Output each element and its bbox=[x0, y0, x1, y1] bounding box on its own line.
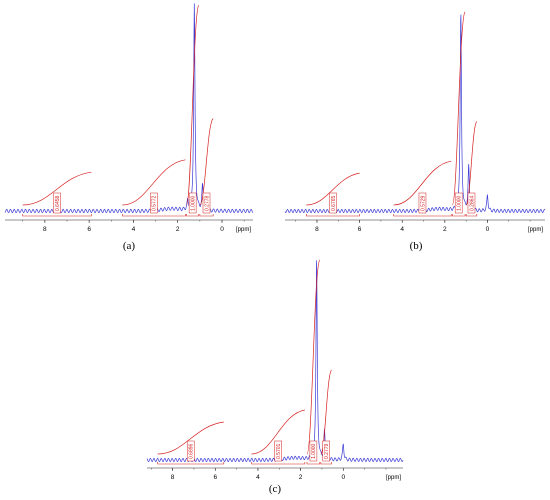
x-tick-label: 0 bbox=[486, 226, 490, 233]
spectrum-line bbox=[146, 260, 404, 463]
integral-value-label: 0.6765 bbox=[329, 192, 337, 214]
x-tick-label: 2 bbox=[443, 226, 447, 233]
integral-value-label: 1.0000 bbox=[188, 192, 197, 214]
integral-value-label: 0.2864 bbox=[467, 192, 476, 214]
integral-value: 0.2778 bbox=[204, 195, 210, 211]
integral-value: 0.6458 bbox=[55, 195, 61, 211]
integral-curve bbox=[451, 11, 466, 206]
x-tick-label: 6 bbox=[358, 226, 362, 233]
integral-curve bbox=[186, 5, 200, 206]
spectrum-line bbox=[284, 14, 546, 214]
integral-value-label: 0.6896 bbox=[186, 440, 195, 462]
integral-value: 1.0000 bbox=[190, 195, 196, 211]
integral-label-box bbox=[454, 192, 463, 214]
nmr-panel-b: 8 6 4 2 0 [ppm] 0.6765 0.5729 1.0000 0.2864 (b) bbox=[284, 11, 546, 252]
integral-curve bbox=[22, 171, 92, 206]
integral-value: 0.6765 bbox=[331, 195, 337, 211]
integral-curve bbox=[306, 259, 321, 455]
x-tick-label: 8 bbox=[43, 226, 47, 233]
x-tick-label: 0 bbox=[220, 226, 224, 233]
x-tick-label: 2 bbox=[176, 226, 180, 233]
integral-label-box bbox=[329, 192, 337, 214]
integral-label-box bbox=[467, 192, 476, 214]
x-tick-label: 8 bbox=[171, 474, 175, 481]
integral-bracket bbox=[320, 462, 332, 465]
integral-value: 0.5729 bbox=[420, 195, 426, 211]
x-unit-label: [ppm] bbox=[528, 227, 543, 233]
integral-bracket bbox=[186, 214, 200, 217]
integral-bracket bbox=[306, 214, 360, 217]
panel-label: (a) bbox=[123, 240, 136, 252]
integral-value-label: 1.0000 bbox=[309, 440, 318, 462]
integral-value: 0.6896 bbox=[189, 443, 195, 459]
x-tick-label: 6 bbox=[87, 226, 91, 233]
integral-label-box bbox=[188, 192, 197, 214]
integral-value: 0.5772 bbox=[152, 195, 158, 211]
x-unit-label: [ppm] bbox=[236, 227, 251, 233]
nmr-panel-a: 8 6 4 2 0 [ppm] 0.6458 0.5772 1.0000 0.2778 (a) bbox=[4, 3, 254, 252]
integral-label-box bbox=[202, 192, 211, 214]
x-tick-label: 0 bbox=[341, 474, 345, 481]
integral-value: 0.2864 bbox=[469, 195, 475, 211]
integral-value-label: 0.5701 bbox=[274, 440, 282, 462]
integral-label-box bbox=[322, 440, 330, 462]
integral-bracket bbox=[251, 462, 306, 465]
integral-label-box bbox=[53, 192, 61, 214]
integral-bracket bbox=[199, 214, 214, 217]
nmr-panel-c: 8 6 4 2 0 [ppm] 0.6896 0.5701 1.0000 0.2779 (c) bbox=[146, 259, 404, 495]
x-tick-label: 8 bbox=[315, 226, 319, 233]
panel-label: (b) bbox=[410, 240, 423, 252]
x-tick-label: 2 bbox=[299, 474, 303, 481]
integral-curve bbox=[393, 160, 452, 206]
integral-label-box bbox=[186, 440, 195, 462]
integral-curve bbox=[122, 159, 186, 206]
integral-value: 0.5701 bbox=[276, 443, 282, 459]
integral-value: 1.0000 bbox=[311, 443, 317, 459]
integral-bracket bbox=[122, 214, 186, 217]
integral-bracket bbox=[157, 462, 225, 465]
integral-bracket bbox=[22, 214, 92, 217]
integral-curve bbox=[306, 172, 360, 206]
integral-label-box bbox=[274, 440, 282, 462]
x-tick-label: 4 bbox=[132, 226, 136, 233]
integral-label-box bbox=[418, 192, 427, 214]
integral-value-label: 0.2779 bbox=[322, 440, 330, 462]
integral-value: 1.0000 bbox=[456, 195, 462, 211]
integral-bracket bbox=[306, 462, 321, 465]
integral-curve bbox=[157, 421, 224, 455]
integral-value-label: 0.2778 bbox=[202, 192, 211, 214]
integral-curve bbox=[465, 121, 478, 206]
integral-bracket bbox=[465, 214, 478, 217]
integral-bracket bbox=[393, 214, 452, 217]
integral-curve bbox=[199, 118, 214, 206]
integral-value-label: 0.5729 bbox=[418, 192, 427, 214]
x-unit-label: [ppm] bbox=[386, 475, 401, 481]
x-tick-label: 4 bbox=[256, 474, 260, 481]
spectrum-line bbox=[4, 3, 254, 214]
integral-label-box bbox=[150, 192, 158, 214]
integral-value: 0.2779 bbox=[324, 443, 330, 459]
integral-label-box bbox=[309, 440, 318, 462]
panel-label: (c) bbox=[269, 483, 282, 495]
x-tick-label: 4 bbox=[400, 226, 404, 233]
integral-bracket bbox=[451, 214, 466, 217]
integral-curve bbox=[251, 409, 305, 455]
x-tick-label: 6 bbox=[213, 474, 217, 481]
integral-value-label: 0.6458 bbox=[53, 192, 61, 214]
integral-value-label: 0.5772 bbox=[150, 192, 158, 214]
integral-value-label: 1.0000 bbox=[454, 192, 463, 214]
integral-curve bbox=[320, 369, 332, 455]
